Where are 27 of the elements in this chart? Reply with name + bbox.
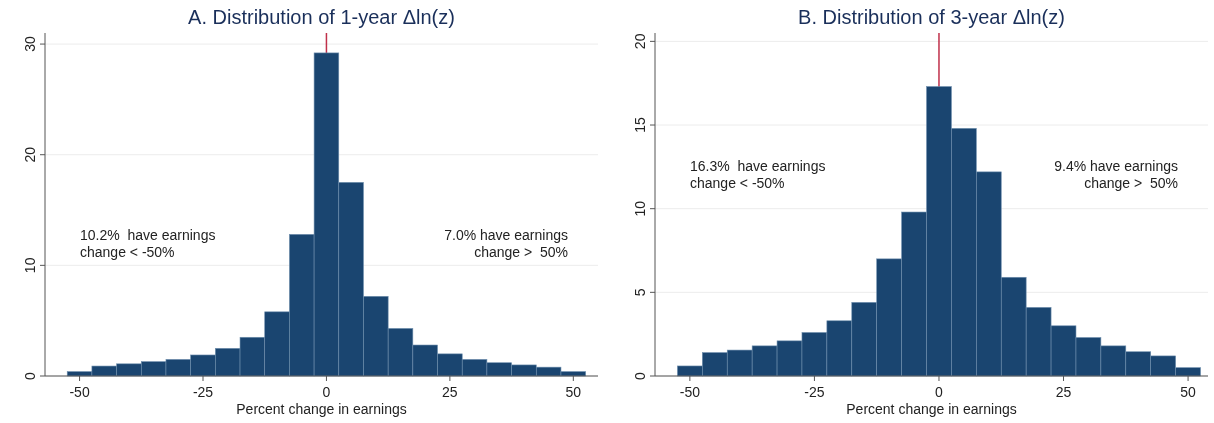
annotation: 10.2% have earnings change < -50% — [80, 227, 216, 260]
x-tick-label: -50 — [69, 384, 90, 400]
y-tick-label: 20 — [22, 146, 38, 163]
x-tick-label: -50 — [679, 384, 701, 400]
x-axis-title: Percent change in earnings — [236, 401, 407, 417]
x-tick-label: 0 — [935, 384, 944, 400]
chart-title: B. Distribution of 3-year Δln(z) — [798, 6, 1065, 28]
y-tick-label: 0 — [632, 371, 648, 380]
x-tick-label: 0 — [322, 384, 331, 400]
y-tick-label: 10 — [22, 257, 38, 274]
y-tick-label: 0 — [22, 371, 38, 380]
annotation: 16.3% have earnings change < -50% — [690, 158, 826, 191]
chart-title: A. Distribution of 1-year Δln(z) — [188, 6, 455, 28]
x-tick-label: -25 — [804, 384, 825, 400]
y-tick-label: 20 — [632, 33, 648, 50]
x-tick-label: 25 — [1055, 384, 1072, 400]
y-tick-label: 10 — [632, 200, 648, 217]
y-tick-label: 30 — [22, 36, 38, 52]
y-tick-label: 15 — [632, 117, 648, 133]
x-tick-label: 50 — [1180, 384, 1197, 400]
x-tick-label: 25 — [442, 384, 458, 400]
y-tick-label: 5 — [632, 288, 648, 297]
x-tick-label: 50 — [565, 384, 582, 400]
annotation: 7.0% have earnings change > 50% — [444, 227, 568, 260]
x-axis-title: Percent change in earnings — [846, 401, 1017, 417]
annotation: 9.4% have earnings change > 50% — [1054, 158, 1178, 191]
x-tick-label: -25 — [192, 384, 214, 400]
